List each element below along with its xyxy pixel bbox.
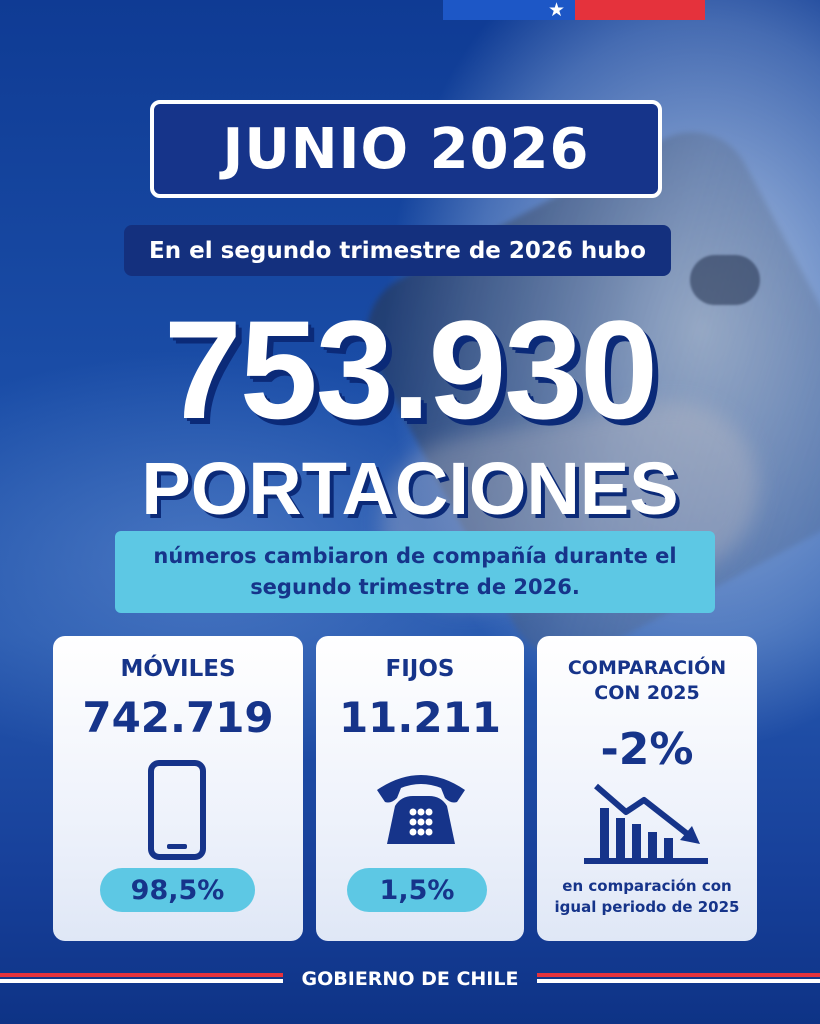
page-title: JUNIO 2026 — [150, 100, 662, 198]
footer-text: GOBIERNO DE CHILE — [301, 968, 519, 990]
telephone-icon — [377, 775, 465, 844]
description-line-1: números cambiaron de compañía durante el — [153, 544, 677, 568]
flag-blue-field: ★ — [443, 0, 575, 20]
card-fijos: FIJOS 11.211 1,5% — [316, 636, 524, 941]
card-fijos-percent: 1,5% — [347, 868, 487, 912]
card-fijos-label: FIJOS — [385, 656, 455, 682]
footer-stripe-left — [0, 969, 283, 989]
flag-red-field — [575, 0, 705, 20]
smartphone-icon — [148, 760, 206, 860]
subtitle-banner: En el segundo trimestre de 2026 hubo — [124, 225, 671, 276]
card-comparacion: COMPARACIÓN CON 2025 -2% en comparación … — [537, 636, 757, 941]
card-comparacion-label-line-2: CON 2025 — [594, 682, 700, 704]
phone-camera-detail — [690, 255, 760, 305]
card-moviles-value: 742.719 — [82, 693, 274, 742]
card-comparacion-label-line-1: COMPARACIÓN — [567, 657, 727, 679]
chile-flag-stripe: ★ — [443, 0, 705, 20]
card-moviles-label: MÓVILES — [120, 656, 236, 682]
card-fijos-value: 11.211 — [338, 693, 502, 742]
description-line-2: segundo trimestre de 2026. — [250, 575, 580, 599]
declining-bar-chart-icon — [584, 783, 708, 864]
card-moviles: MÓVILES 742.719 98,5% — [53, 636, 303, 941]
description-banner: números cambiaron de compañía durante el… — [115, 531, 715, 613]
card-moviles-percent: 98,5% — [100, 868, 255, 912]
star-icon: ★ — [548, 0, 566, 21]
card-comparacion-note-line-2: igual periodo de 2025 — [554, 898, 740, 916]
footer-stripe-right — [537, 969, 820, 989]
card-comparacion-value: -2% — [600, 724, 694, 775]
card-comparacion-note-line-1: en comparación con — [562, 877, 732, 895]
hero-number: 753.930 — [163, 291, 658, 448]
hero-word: PORTACIONES — [141, 447, 679, 530]
